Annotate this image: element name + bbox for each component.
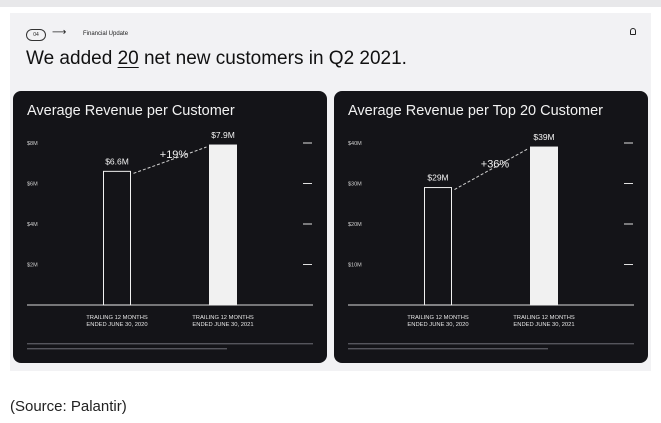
bar-value-label: $6.6M (105, 156, 129, 166)
slide-number-badge: 04 (26, 29, 46, 41)
y-tick-label: $20M (348, 222, 362, 228)
chart-panel-top20-revenue: Average Revenue per Top 20 Customer $10M… (334, 91, 648, 363)
category-label: ENDED JUNE 30, 2020 (86, 322, 147, 328)
change-label: +36% (481, 158, 510, 170)
bar-value-label: $29M (427, 173, 448, 183)
footnote-line (348, 343, 634, 345)
headline-number: 20 (117, 48, 139, 69)
bar (424, 187, 452, 306)
change-connector (454, 148, 528, 190)
lightbulb-icon (630, 28, 636, 35)
category-label: TRAILING 12 MONTHS (86, 315, 148, 321)
headline-end: net new customers in Q2 2021. (138, 48, 407, 69)
category-label: TRAILING 12 MONTHS (513, 315, 575, 321)
top-divider (0, 0, 661, 7)
source-caption: (Source: Palantir) (10, 398, 127, 415)
long-arrow-icon: ⟶ (52, 27, 67, 38)
section-label: Financial Update (83, 31, 129, 37)
bar-value-label: $7.9M (211, 130, 235, 140)
bar-value-label: $39M (533, 132, 554, 142)
category-label: ENDED JUNE 30, 2021 (513, 322, 574, 328)
bar (103, 170, 131, 306)
change-label: +19% (160, 149, 189, 161)
bar (530, 146, 558, 306)
chart-title: Average Revenue per Top 20 Customer (348, 103, 603, 119)
y-tick-label: $40M (348, 141, 362, 147)
y-tick-label: $30M (348, 182, 362, 188)
y-tick-label: $6M (27, 182, 38, 188)
bar (209, 144, 237, 306)
category-label: TRAILING 12 MONTHS (192, 315, 254, 321)
chart-panel-avg-revenue: Average Revenue per Customer $2M $4M $6M $8… (13, 91, 327, 363)
y-tick-label: $10M (348, 263, 362, 269)
slide: 04 ⟶ Financial Update We added 20 net ne… (10, 13, 651, 371)
y-tick-label: $8M (27, 141, 38, 147)
category-label: TRAILING 12 MONTHS (407, 315, 469, 321)
headline-start: We added (26, 48, 118, 69)
footnote-line (348, 348, 548, 350)
y-tick-label: $4M (27, 222, 38, 228)
chart-title: Average Revenue per Customer (27, 103, 235, 119)
footnote-line (27, 343, 313, 345)
footnote-line (27, 348, 227, 350)
headline: We added 20 net new customers in Q2 2021… (26, 48, 407, 70)
change-connector (133, 146, 207, 174)
y-tick-label: $2M (27, 263, 38, 269)
category-label: ENDED JUNE 30, 2021 (192, 322, 253, 328)
category-label: ENDED JUNE 30, 2020 (407, 322, 468, 328)
